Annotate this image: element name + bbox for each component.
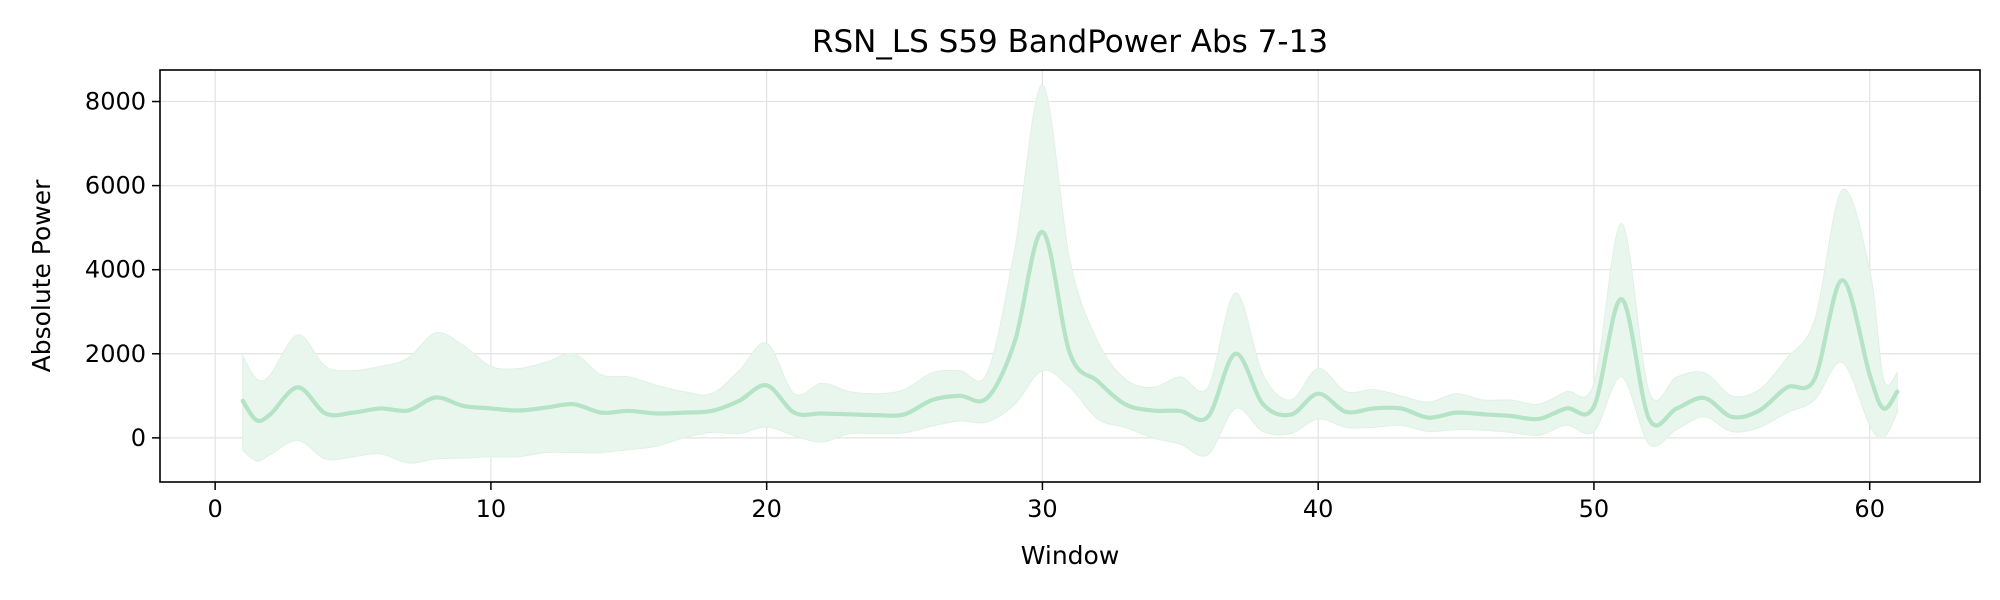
y-tick-label: 2000 <box>85 340 146 368</box>
y-axis-label: Absolute Power <box>27 179 56 373</box>
x-axis-label: Window <box>1021 541 1120 570</box>
y-tick-label: 0 <box>131 424 146 452</box>
y-tick-label: 4000 <box>85 256 146 284</box>
plot-frame <box>159 69 1981 483</box>
plot-area <box>240 84 1900 464</box>
x-tick-label: 50 <box>1579 495 1610 523</box>
x-tick-label: 20 <box>751 495 782 523</box>
x-tick-label: 40 <box>1303 495 1334 523</box>
axes: 0 10 20 30 40 50 60 0 2000 4000 6000 8000 <box>85 88 1885 523</box>
x-tick-label: 60 <box>1854 495 1885 523</box>
x-tick-label: 0 <box>208 495 223 523</box>
x-tick-label: 10 <box>476 495 507 523</box>
mean-line <box>240 229 1900 428</box>
confidence-band <box>242 84 1898 464</box>
y-tick-label: 6000 <box>85 172 146 200</box>
y-tick-label: 8000 <box>85 88 146 116</box>
chart-title: RSN_LS S59 BandPower Abs 7-13 <box>812 24 1328 60</box>
x-tick-label: 30 <box>1027 495 1058 523</box>
